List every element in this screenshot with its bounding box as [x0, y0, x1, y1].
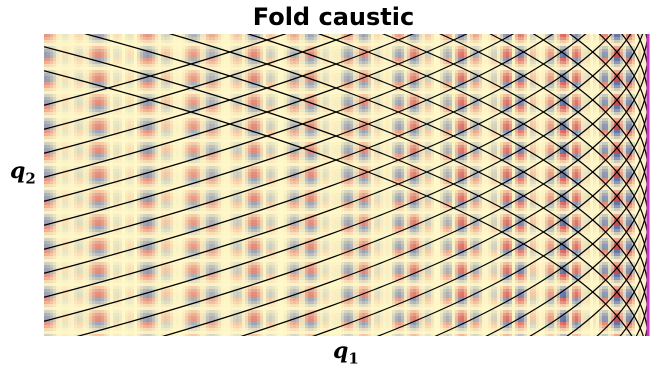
- ray-curve: [76, 34, 649, 336]
- x-axis-label: q1: [333, 338, 359, 367]
- ray-curve: [44, 34, 632, 298]
- figure-title: Fold caustic: [0, 0, 667, 34]
- ray-curve: [44, 34, 468, 178]
- ray-curve: [44, 34, 554, 226]
- ray-curve: [44, 34, 587, 250]
- ray-curve: [83, 34, 649, 336]
- caustic-plot: [44, 34, 650, 336]
- ray-curve: [44, 34, 644, 322]
- ray-curve: [44, 34, 515, 202]
- y-axis-label: q2: [10, 158, 36, 187]
- wave-field: [44, 34, 650, 336]
- ray-curve: [44, 34, 613, 274]
- ray-curve: [44, 46, 644, 336]
- ray-curve: [44, 70, 633, 336]
- ray-curve: [44, 34, 415, 154]
